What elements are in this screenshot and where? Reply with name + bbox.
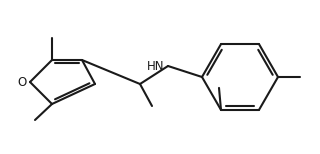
Text: O: O (17, 75, 27, 89)
Text: HN: HN (147, 59, 164, 73)
